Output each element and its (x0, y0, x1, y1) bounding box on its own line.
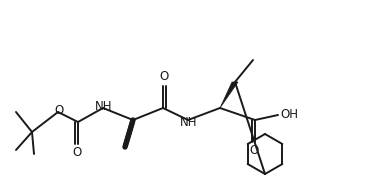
Text: NH: NH (95, 99, 113, 113)
Text: O: O (54, 104, 64, 118)
Text: O: O (249, 145, 259, 157)
Polygon shape (220, 82, 238, 108)
Text: NH: NH (180, 117, 198, 129)
Text: O: O (159, 70, 169, 84)
Text: O: O (73, 146, 81, 160)
Text: OH: OH (280, 108, 298, 121)
